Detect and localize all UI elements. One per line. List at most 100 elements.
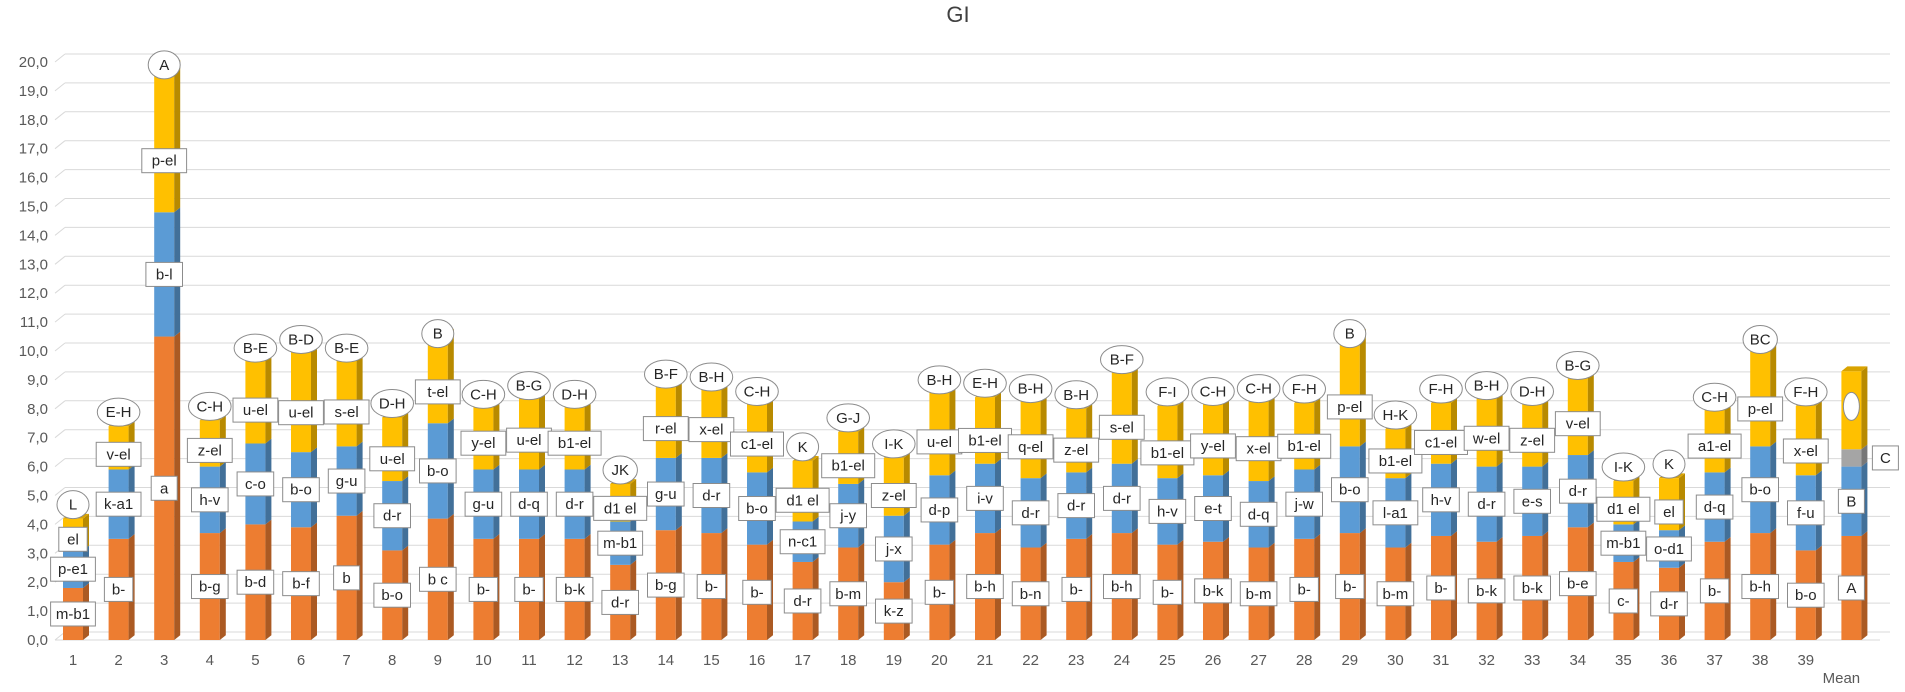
gridline-depth <box>54 487 66 496</box>
bar-label-text: b1-el <box>1379 453 1412 470</box>
group-label-oval <box>1282 374 1326 404</box>
bar-label-box <box>742 579 772 605</box>
bar-label-box <box>373 503 411 529</box>
bar-segment-side <box>1770 334 1777 447</box>
bar-segment-side <box>1359 328 1366 447</box>
x-tick-label: 23 <box>1068 652 1085 669</box>
gridline-depth <box>54 313 66 323</box>
group-label-oval <box>735 376 779 406</box>
bar-label-box <box>597 530 644 556</box>
group-label-oval <box>147 50 181 80</box>
bar-label-box <box>506 427 552 453</box>
bar-label-box <box>1190 433 1236 459</box>
bar-label-box <box>282 477 320 503</box>
bar-label-box <box>1103 485 1141 511</box>
bar-label-box <box>1194 496 1232 522</box>
bar-label-text: D-H <box>379 395 406 412</box>
bar-label-box <box>95 441 142 467</box>
bar-label-box <box>1239 501 1278 527</box>
bar-label-text: b- <box>750 584 763 601</box>
bar-label-text: y-el <box>471 435 495 452</box>
bar-segment <box>1111 359 1132 464</box>
group-label-oval <box>1100 345 1144 375</box>
bar-label-box <box>1335 574 1365 600</box>
bar-label-box <box>1235 436 1282 462</box>
bar-label-text: b-o <box>1795 587 1817 604</box>
bar-label-box <box>738 496 776 522</box>
bar-label-box <box>419 458 457 484</box>
bar-label-text: e-s <box>1522 493 1543 510</box>
bar-label-text: A <box>159 57 169 74</box>
x-tick-label: 1 <box>69 652 77 669</box>
group-label-oval <box>1419 374 1463 404</box>
bar-label-box <box>1011 500 1050 526</box>
bar-label-text: d-r <box>611 594 629 611</box>
bar-label-text: b-n <box>1020 586 1042 603</box>
bar-label-text: b-o <box>746 501 768 518</box>
bar-label-box <box>829 503 868 529</box>
x-tick-label: 29 <box>1341 652 1358 669</box>
x-tick-label: 17 <box>794 652 811 669</box>
x-tick-label: 37 <box>1706 652 1723 669</box>
bar-label-text: B-G <box>1564 357 1591 374</box>
group-label-oval <box>233 333 278 363</box>
bar-label-box <box>1285 491 1324 517</box>
bar-label-text: b1-el <box>832 458 865 475</box>
bar-label-box <box>1741 477 1780 503</box>
bar-label-box <box>730 431 784 457</box>
bar-label-text: t-el <box>427 384 448 401</box>
group-label-oval <box>963 368 1007 398</box>
bar-label-text: c- <box>1617 593 1630 610</box>
y-tick-label: 18,0 <box>19 112 48 129</box>
bar-label-box <box>1787 500 1825 526</box>
y-tick-label: 6,0 <box>27 459 48 476</box>
bar-label-box <box>514 576 544 602</box>
bar-label-box <box>966 574 1004 600</box>
bar-label-box <box>1467 578 1506 604</box>
bar-label-text: n-c1 <box>788 534 817 551</box>
bar-label-text: b-o <box>1339 482 1361 499</box>
bar-label-box <box>1554 411 1601 437</box>
bar-label-text: d-r <box>1660 596 1678 613</box>
group-label-oval <box>1191 376 1235 406</box>
bar-label-text: b-h <box>974 579 996 596</box>
x-tick-label: 21 <box>977 652 994 669</box>
bar-label-box <box>50 601 96 627</box>
bar-label-text: b-k <box>1522 580 1543 597</box>
bar-label-box <box>232 397 279 423</box>
bar-label-text: b-g <box>199 579 221 596</box>
x-tick-label: 32 <box>1478 652 1495 669</box>
bar-label-text: d1 el <box>1607 501 1640 518</box>
bar-label-text: b <box>342 570 350 587</box>
bar-label-box <box>555 491 594 517</box>
y-tick-label: 13,0 <box>19 256 48 273</box>
group-label-oval <box>1742 324 1778 354</box>
group-label-oval <box>917 365 962 395</box>
bar-label-text: B-E <box>243 340 268 357</box>
bar-label-box <box>1782 438 1829 464</box>
bar-label-text: b-k <box>1203 583 1224 600</box>
group-label-oval <box>324 333 369 363</box>
bar-label-box <box>327 468 366 494</box>
bar-label-text: h-v <box>1157 503 1178 520</box>
bar-label-text: j-w <box>1294 496 1314 513</box>
bar-label-box <box>141 148 188 174</box>
bar-label-box <box>1871 445 1899 471</box>
bar-label-box <box>1152 579 1183 605</box>
bar-label-box <box>419 566 457 592</box>
x-tick-label: 9 <box>434 652 442 669</box>
y-tick-label: 5,0 <box>27 488 48 505</box>
bar-label-box <box>1513 488 1552 514</box>
group-label-oval <box>872 429 916 459</box>
bar-label-text: o-d1 <box>1654 541 1684 558</box>
bar-label-text: d-q <box>518 496 540 513</box>
bar-label-text: m-b1 <box>1606 535 1640 552</box>
bar-label-text: b c <box>428 571 449 588</box>
group-label-oval <box>1464 371 1509 401</box>
bar-label-text: v-el <box>107 446 131 463</box>
x-tick-label: 2 <box>114 652 122 669</box>
bar-label-text: b-o <box>290 482 312 499</box>
bar-segment-side <box>1177 401 1184 479</box>
group-label-oval <box>1145 377 1190 407</box>
bar-label-text: u-el <box>516 432 541 449</box>
